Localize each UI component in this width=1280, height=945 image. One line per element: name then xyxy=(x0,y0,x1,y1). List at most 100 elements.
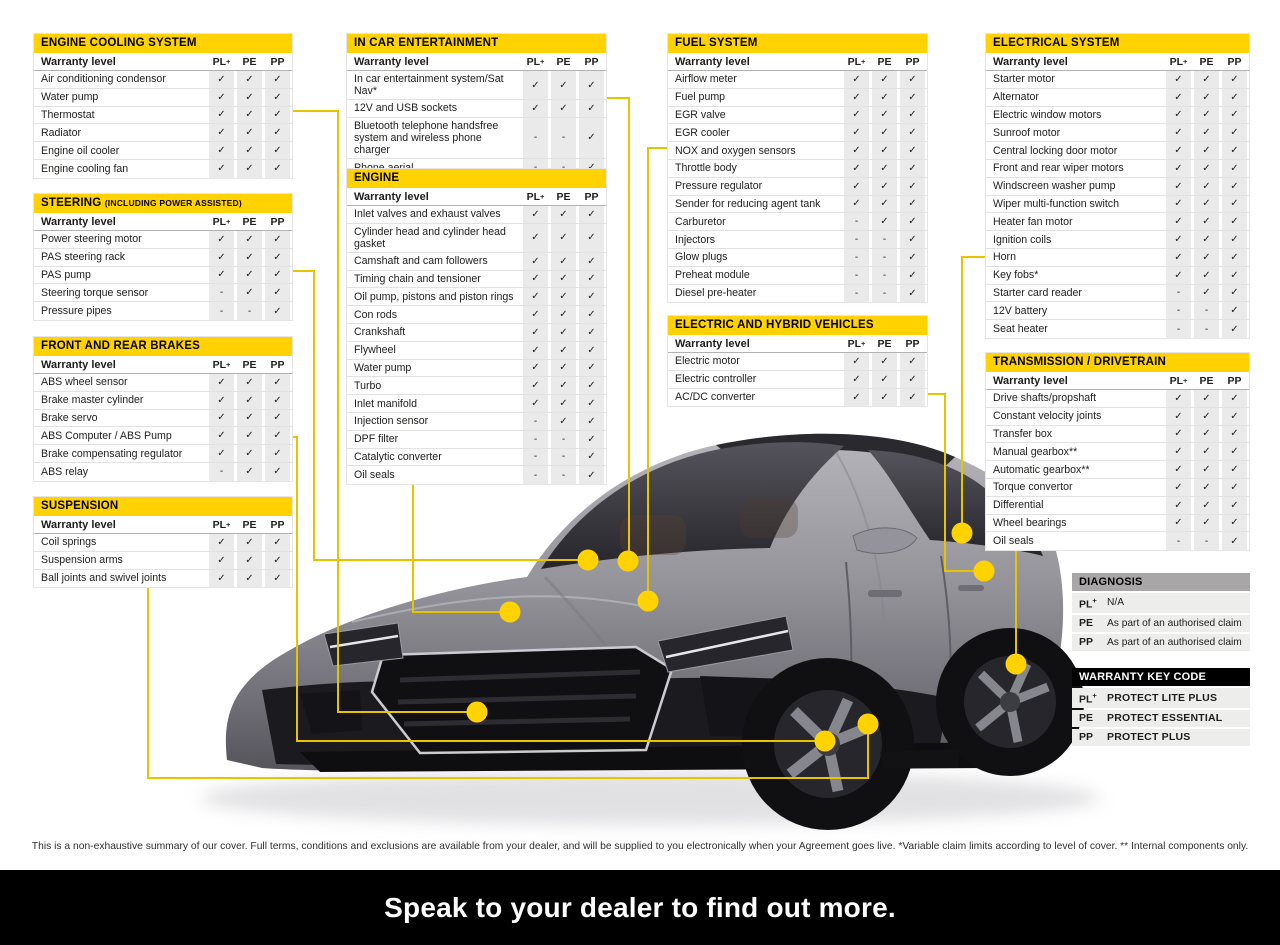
check-mark: ✓ xyxy=(1166,124,1191,142)
check-mark: ✓ xyxy=(1194,478,1219,496)
callout-dot-steering xyxy=(577,549,599,571)
warranty-level-label: Warranty level xyxy=(41,358,116,371)
table-header-row: Warranty level PL + PE PP xyxy=(34,516,292,534)
connector-line-electric-and-hybrid-vehicles xyxy=(928,393,984,572)
component-label: Alternator xyxy=(993,91,1039,104)
level-column-header: PE xyxy=(242,518,257,531)
check-mark: ✓ xyxy=(579,223,604,252)
level-column-header: PE xyxy=(877,55,892,68)
table-row: Central locking door motor ✓ ✓ ✓ xyxy=(986,142,1249,160)
level-column-header: PE xyxy=(556,55,571,68)
check-mark: ✓ xyxy=(1166,213,1191,231)
check-mark: ✓ xyxy=(237,374,262,391)
check-mark: ✓ xyxy=(1194,248,1219,266)
check-mark: ✓ xyxy=(872,106,897,124)
component-label: Injectors xyxy=(675,233,716,246)
callout-dot-front-and-rear-brakes xyxy=(814,730,836,752)
component-label: Radiator xyxy=(41,126,82,139)
table-diagnosis: DIAGNOSIS PL+ N/A PE As part of an authorise… xyxy=(1072,573,1250,651)
check-mark: ✓ xyxy=(237,534,262,551)
check-mark: ✓ xyxy=(265,534,290,551)
table-header-row: Warranty level PL + PE PP xyxy=(668,53,927,71)
level-description: PROTECT PLUS xyxy=(1107,731,1191,743)
level-column-header: PL + xyxy=(212,518,231,531)
check-mark: ✓ xyxy=(209,106,234,124)
check-mark: ✓ xyxy=(209,88,234,106)
table-row: Air conditioning condensor ✓ ✓ ✓ xyxy=(34,71,292,89)
table-header-row: Warranty level PL + PE PP xyxy=(34,53,292,71)
check-mark: ✓ xyxy=(900,284,925,303)
component-label: Electric controller xyxy=(675,373,757,386)
check-mark: ✓ xyxy=(579,252,604,270)
table-row: EGR valve ✓ ✓ ✓ xyxy=(668,106,927,125)
check-mark: ✓ xyxy=(551,288,576,306)
warranty-level-label: Warranty level xyxy=(41,55,116,68)
check-mark: ✓ xyxy=(209,445,234,462)
check-mark: ✓ xyxy=(900,353,925,370)
component-label: Seat heater xyxy=(993,323,1048,336)
check-mark: ✓ xyxy=(872,177,897,195)
component-label: PAS steering rack xyxy=(41,251,125,264)
check-mark: ✓ xyxy=(265,302,290,320)
check-mark: ✓ xyxy=(1194,142,1219,159)
check-mark: ✓ xyxy=(1222,302,1247,320)
check-mark: ✓ xyxy=(1166,71,1191,88)
component-label: Ignition coils xyxy=(993,233,1052,246)
table-engine: ENGINE Warranty level PL + PE PP Inlet valves … xyxy=(346,168,607,486)
warranty-level-label: Warranty level xyxy=(41,518,116,531)
table-row: Electric window motors ✓ ✓ ✓ xyxy=(986,106,1249,125)
dealer-banner: Speak to your dealer to find out more. xyxy=(0,870,1280,945)
component-label: Airflow meter xyxy=(675,73,737,86)
level-description: N/A xyxy=(1107,597,1124,609)
table-row: Oil seals - - ✓ xyxy=(347,466,606,485)
check-mark: ✓ xyxy=(551,323,576,341)
check-mark: ✓ xyxy=(265,374,290,391)
check-mark: ✓ xyxy=(1194,425,1219,443)
check-mark: ✓ xyxy=(209,409,234,427)
component-label: Water pump xyxy=(354,361,412,374)
check-mark: ✓ xyxy=(1194,124,1219,142)
check-mark: ✓ xyxy=(579,466,604,485)
connector-line-in-car-entertainment xyxy=(607,97,630,561)
callout-dot-electrical-system xyxy=(951,522,973,544)
check-mark: ✓ xyxy=(1194,514,1219,532)
check-mark: ✓ xyxy=(1222,231,1247,248)
table-title: TRANSMISSION / DRIVETRAIN xyxy=(986,353,1249,372)
check-mark: ✓ xyxy=(523,359,548,377)
level-column-header: PL + xyxy=(526,55,545,68)
dash-mark: - xyxy=(551,448,576,466)
warranty-level-label: Warranty level xyxy=(675,337,750,350)
check-mark: ✓ xyxy=(1166,443,1191,461)
check-mark: ✓ xyxy=(844,159,869,177)
check-mark: ✓ xyxy=(209,231,234,248)
connector-layer xyxy=(147,97,1027,779)
component-label: Coil springs xyxy=(41,536,97,549)
dash-mark: - xyxy=(209,302,234,320)
check-mark: ✓ xyxy=(1166,478,1191,496)
check-mark: ✓ xyxy=(237,124,262,142)
check-mark: ✓ xyxy=(900,388,925,407)
table-row: Fuel pump ✓ ✓ ✓ xyxy=(668,88,927,107)
level-column-header: PP xyxy=(1227,55,1242,68)
dash-mark: - xyxy=(872,284,897,303)
component-label: 12V and USB sockets xyxy=(354,102,458,115)
dash-mark: - xyxy=(551,430,576,448)
check-mark: ✓ xyxy=(209,551,234,569)
car-windscreen xyxy=(541,442,844,569)
component-label: Injection sensor xyxy=(354,415,429,428)
component-label: Horn xyxy=(993,251,1016,264)
component-label: Oil seals xyxy=(354,469,395,482)
table-title: ELECTRICAL SYSTEM xyxy=(986,34,1249,53)
car-rear-wheel xyxy=(936,628,1084,776)
table-row: Injection sensor - ✓ ✓ xyxy=(347,412,606,431)
check-mark: ✓ xyxy=(1222,177,1247,195)
check-mark: ✓ xyxy=(1194,213,1219,231)
connector-line-engine-cooling-system xyxy=(293,110,477,713)
car-seat-hint xyxy=(740,498,798,538)
component-label: Brake compensating regulator xyxy=(41,447,183,460)
table-row: Starter motor ✓ ✓ ✓ xyxy=(986,71,1249,89)
level-column-header: PL + xyxy=(1169,55,1188,68)
check-mark: ✓ xyxy=(1222,284,1247,302)
check-mark: ✓ xyxy=(237,427,262,445)
level-description: PROTECT LITE PLUS xyxy=(1107,691,1218,704)
